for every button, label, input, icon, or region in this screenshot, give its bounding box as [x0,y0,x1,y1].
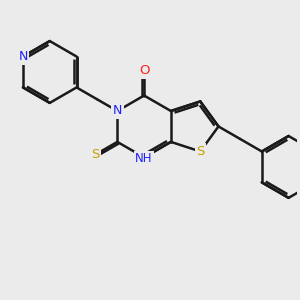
Text: N: N [18,50,28,63]
Text: N: N [112,104,122,118]
Text: O: O [139,64,149,77]
Text: NH: NH [135,152,153,165]
Text: S: S [92,148,100,161]
Text: S: S [196,145,205,158]
